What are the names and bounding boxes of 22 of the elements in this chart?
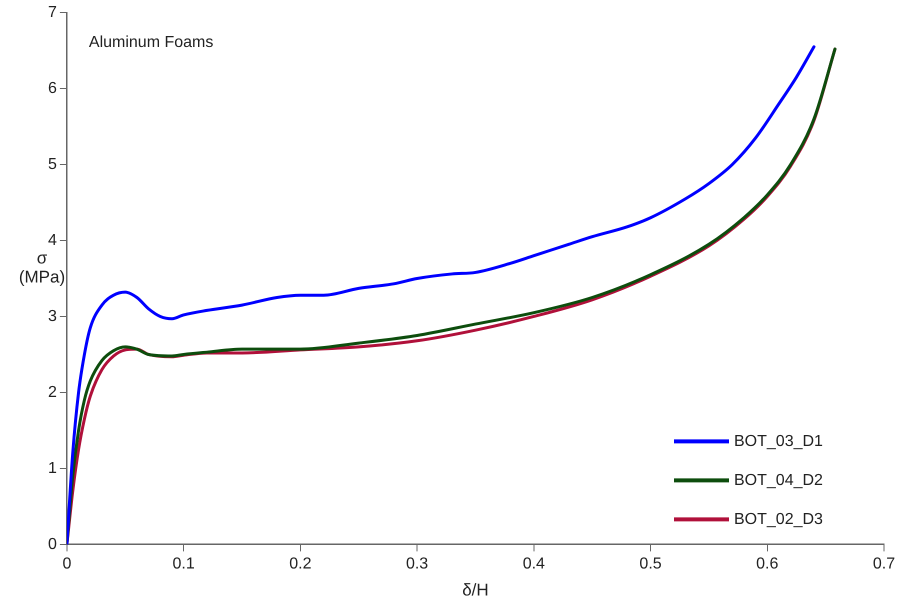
legend-label: BOT_03_D1	[734, 432, 824, 450]
x-tick-label: 0.5	[639, 555, 662, 572]
x-tick-label: 0.2	[289, 555, 312, 572]
y-axis-title: σ (MPa)	[18, 248, 66, 287]
annotation: Aluminum Foams	[88, 34, 214, 52]
y-tick-label: 7	[48, 4, 57, 22]
y-tick-label: 1	[48, 460, 57, 477]
x-tick-label: 0.3	[406, 555, 428, 572]
y-tick-label: 6	[48, 80, 57, 97]
x-tick-label: 0.6	[756, 555, 778, 572]
legend-label: BOT_04_D2	[734, 472, 824, 489]
x-axis-title: δ/H	[462, 580, 489, 600]
y-tick-label: 3	[48, 308, 57, 325]
x-tick-label: 0.4	[522, 555, 546, 572]
legend-label: BOT_02_D3	[734, 510, 824, 528]
y-tick-label: 2	[48, 384, 57, 401]
y-tick-label: 5	[48, 156, 57, 173]
x-tick-label: 0.1	[172, 555, 195, 572]
y-tick-label: 0	[48, 536, 57, 553]
x-tick-label: 0.7	[872, 555, 896, 572]
y-tick-label: 4	[48, 232, 57, 249]
x-tick-label: 0	[62, 555, 72, 572]
